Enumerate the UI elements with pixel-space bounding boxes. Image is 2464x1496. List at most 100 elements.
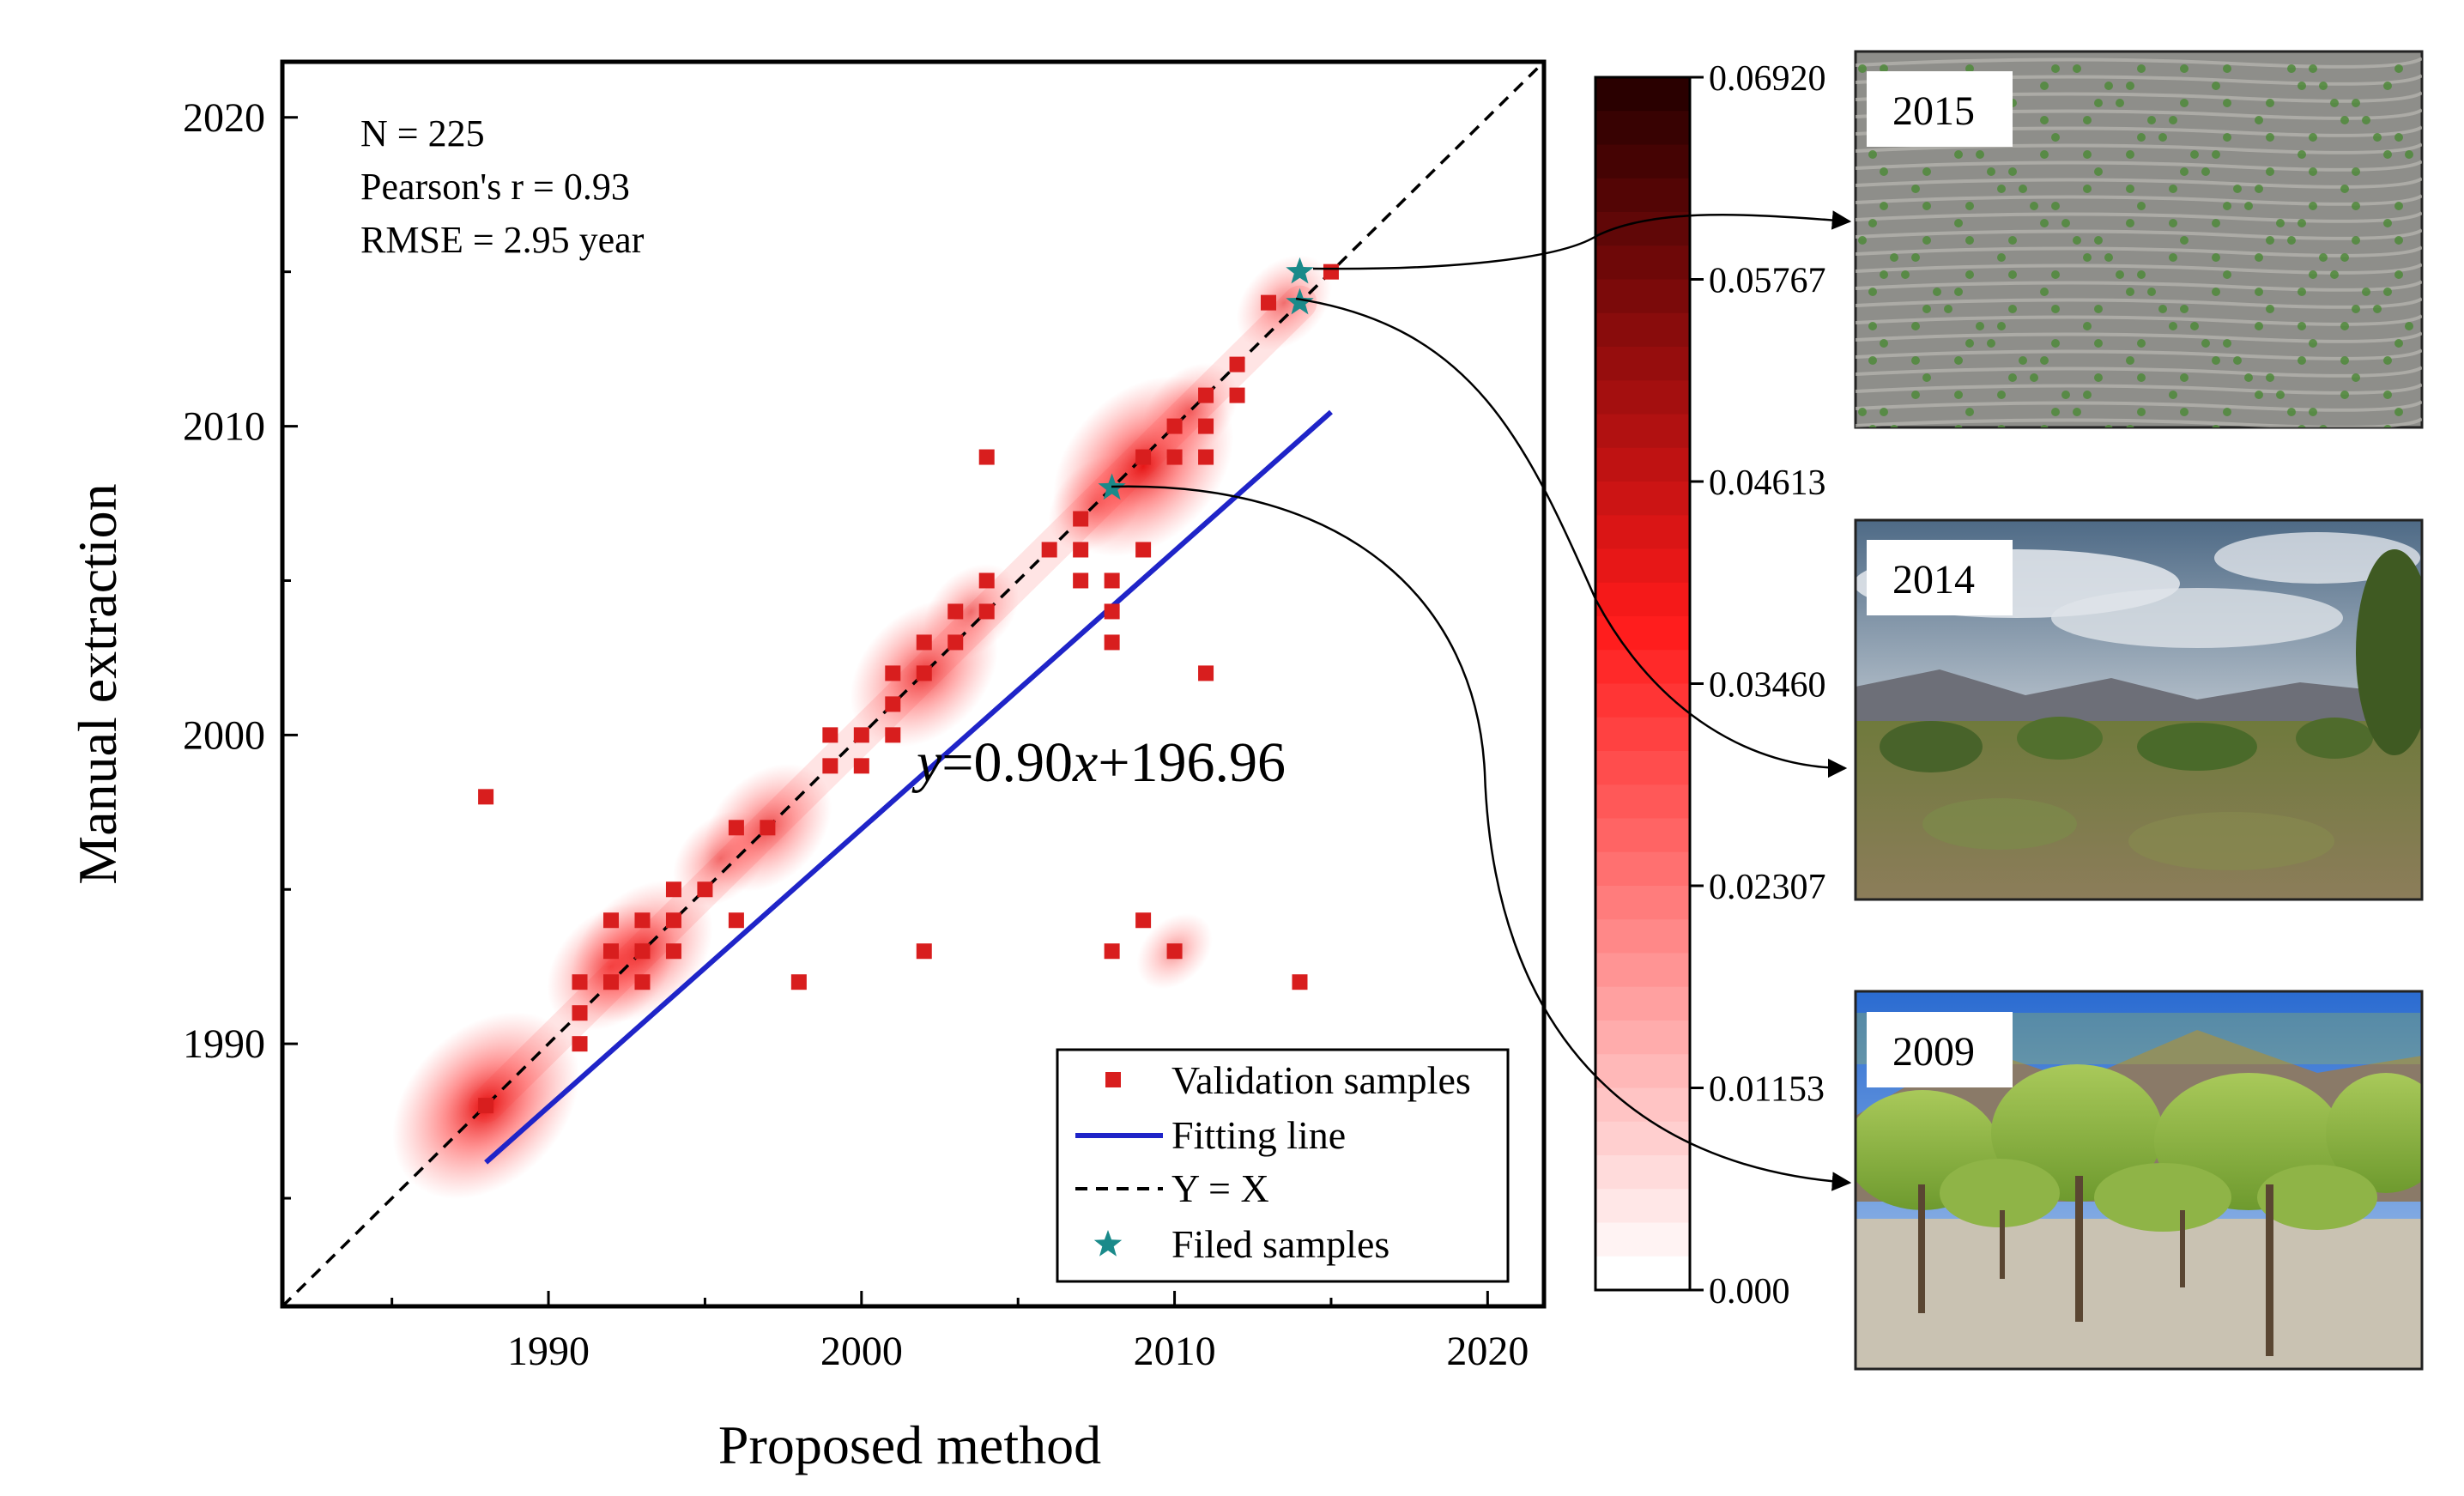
validation-point xyxy=(822,727,838,743)
tree-dot xyxy=(2287,64,2296,73)
tree-dot xyxy=(2319,82,2328,90)
tree-dot xyxy=(2223,133,2231,142)
tree-dot xyxy=(2083,185,2092,193)
tree-dot xyxy=(1868,425,1877,427)
validation-point xyxy=(916,943,932,960)
colorbar-tick-label: 0.000 xyxy=(1709,1272,1790,1311)
tree-dot xyxy=(2083,322,2092,330)
validation-point xyxy=(978,603,995,620)
colorbar-tick-label: 0.01153 xyxy=(1709,1070,1825,1110)
tree-dot xyxy=(1965,339,1974,348)
tree-dot xyxy=(2309,167,2317,176)
fit-line xyxy=(484,409,1333,1165)
legend-label-identity: Y = X xyxy=(1171,1166,1269,1210)
colorbar-band xyxy=(1595,347,1690,381)
tree-dot xyxy=(2126,425,2134,427)
tree-dot xyxy=(2373,133,2382,142)
tree-dot xyxy=(2383,82,2392,90)
colorbar-band xyxy=(1595,548,1690,584)
tree-dot xyxy=(2352,99,2360,107)
tree-dot xyxy=(2394,236,2403,245)
density-blob xyxy=(1236,255,1332,351)
tree-dot xyxy=(2083,116,2092,124)
tree-dot xyxy=(1987,167,1995,176)
tree-dot xyxy=(1858,408,1867,416)
validation-point xyxy=(1073,542,1089,558)
terrace-row xyxy=(1856,177,2422,189)
tree-dot xyxy=(1954,150,1963,159)
tree-dot xyxy=(1954,425,1963,427)
colorbar-band xyxy=(1595,717,1690,752)
tree-dot xyxy=(2180,305,2189,313)
tree-dot xyxy=(1911,391,1920,399)
tree-dot xyxy=(2330,270,2339,279)
validation-point xyxy=(665,943,681,960)
colorbar-band xyxy=(1595,953,1690,988)
tree-dot xyxy=(1997,391,2006,399)
tree-dot xyxy=(2266,99,2274,107)
validation-point xyxy=(1041,542,1057,558)
tree-dot xyxy=(1911,356,1920,365)
colorbar-band xyxy=(1595,582,1690,617)
validation-point xyxy=(1198,449,1214,465)
photo-label-2015: 2015 xyxy=(1892,88,1975,134)
colorbar-band xyxy=(1595,77,1690,112)
validation-point xyxy=(1261,294,1277,311)
tree-dot xyxy=(1868,219,1877,227)
tree-dot xyxy=(2223,408,2231,416)
terrace-row xyxy=(1856,57,2422,69)
tree-dot xyxy=(1890,425,1898,427)
photo-label-bg-2014 xyxy=(1867,540,2013,615)
tree-dot xyxy=(1868,288,1877,296)
fit-equation: y=0.90x+196.96 xyxy=(911,731,1286,794)
colorbar-band xyxy=(1595,1222,1690,1257)
tree-dot xyxy=(2116,99,2124,107)
tree-dot xyxy=(1965,408,1974,416)
colorbar xyxy=(1595,77,1690,1291)
colorbar-band xyxy=(1595,986,1690,1021)
tree-dot xyxy=(2169,391,2177,399)
tree-dot xyxy=(2094,167,2103,176)
tree-dot xyxy=(2298,322,2306,330)
tree-dot xyxy=(2051,305,2060,313)
colorbar-tick-label: 0.04613 xyxy=(1709,463,1826,503)
tree-dot xyxy=(2126,288,2134,296)
validation-point xyxy=(916,665,932,681)
tree-dot xyxy=(2276,219,2285,227)
validation-point xyxy=(1229,387,1245,403)
colorbar-band xyxy=(1595,447,1690,482)
tree-dot xyxy=(2169,322,2177,330)
tree-dot xyxy=(2040,82,2049,90)
tree-dot xyxy=(1965,202,1974,210)
tree-dot xyxy=(2116,270,2124,279)
arrow-2014 xyxy=(1295,297,1848,778)
validation-point xyxy=(478,789,494,805)
validation-point xyxy=(885,727,901,743)
tree-dot xyxy=(2137,270,2146,279)
colorbar-band xyxy=(1595,818,1690,853)
tree-dot xyxy=(1987,339,1995,348)
tree-dot xyxy=(2394,64,2403,73)
colorbar-band xyxy=(1595,1121,1690,1156)
tree-dot xyxy=(2309,339,2317,348)
tree-dot xyxy=(2223,270,2231,279)
tree-dot xyxy=(2212,82,2220,90)
tree-dot xyxy=(2255,185,2263,193)
terrace-row xyxy=(1856,160,2422,172)
validation-point xyxy=(1104,572,1120,589)
photo-2015: 2015 xyxy=(1854,50,2424,429)
colorbar-band xyxy=(1595,919,1690,954)
tree-dot xyxy=(1880,339,1888,348)
tree-dot xyxy=(2061,391,2070,399)
legend-marker-validation xyxy=(1105,1072,1121,1087)
tree-dot xyxy=(2073,64,2081,73)
tree-dot xyxy=(1880,408,1888,416)
tree-dot xyxy=(1965,64,1974,73)
tree-dot xyxy=(2094,305,2103,313)
tree-dot xyxy=(2094,99,2103,107)
validation-point xyxy=(1135,449,1152,465)
stat-n: N = 225 xyxy=(360,112,485,154)
tree-dot xyxy=(2180,167,2189,176)
tree-dot xyxy=(2340,116,2349,124)
tree-dot xyxy=(2298,425,2306,427)
